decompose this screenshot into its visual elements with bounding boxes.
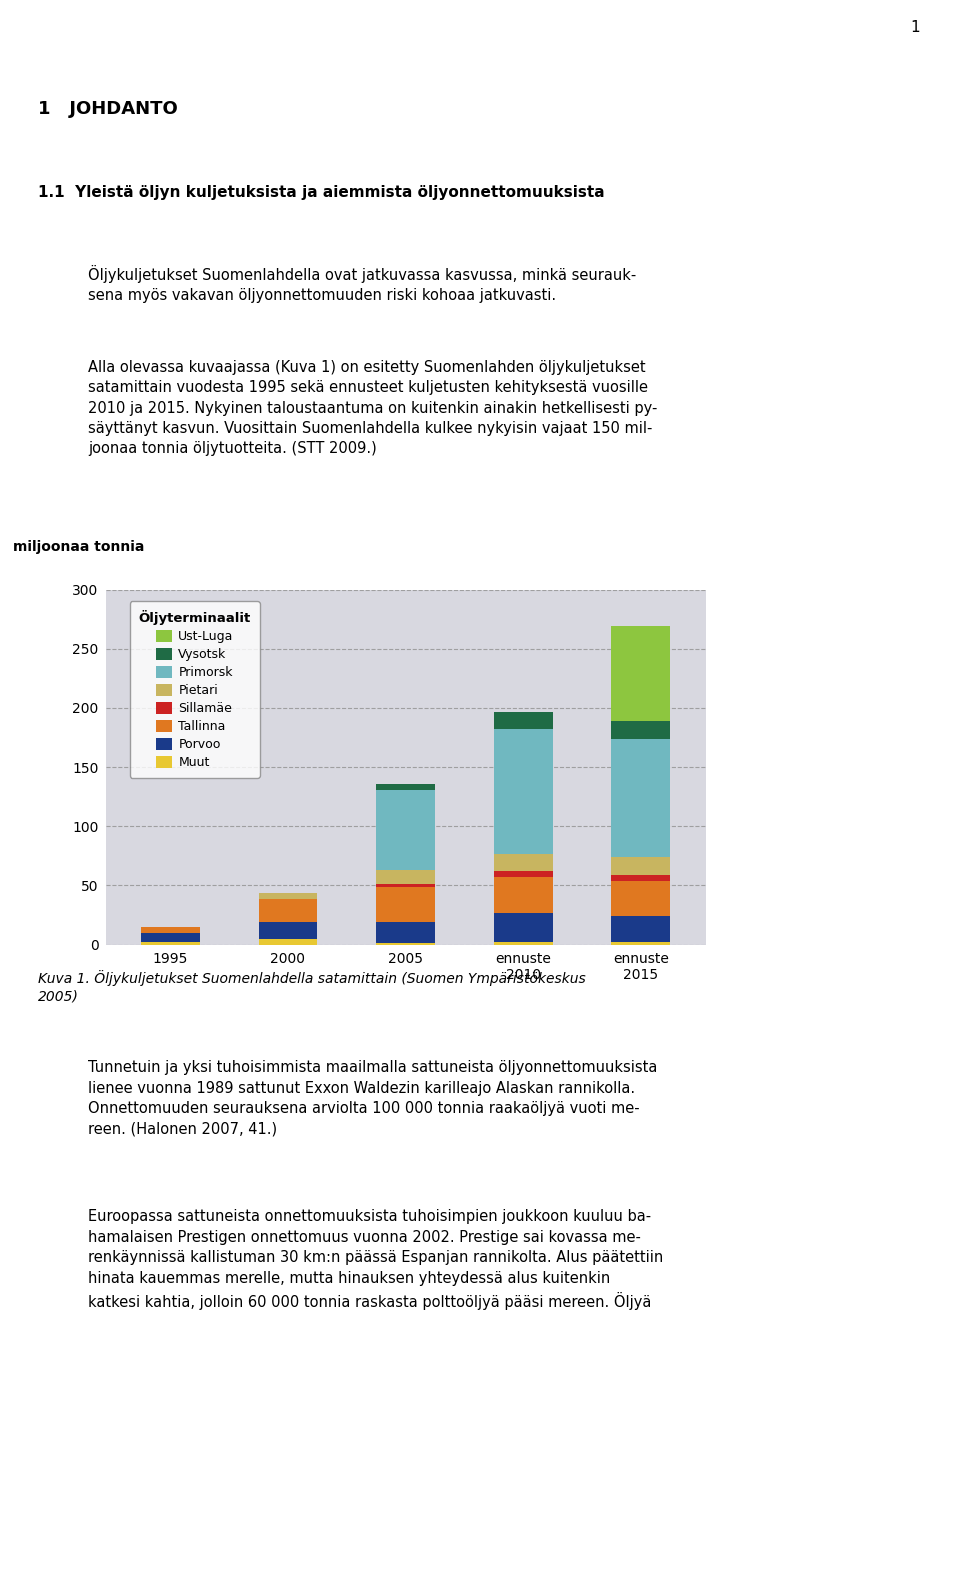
Text: Öljykuljetukset Suomenlahdella ovat jatkuvassa kasvussa, minkä seurauk-
sena myö: Öljykuljetukset Suomenlahdella ovat jatk… bbox=[88, 265, 636, 303]
Legend: Ust-Luga, Vysotsk, Primorsk, Pietari, Sillamäe, Tallinna, Porvoo, Muut: Ust-Luga, Vysotsk, Primorsk, Pietari, Si… bbox=[130, 601, 259, 778]
Bar bbox=[493, 712, 553, 729]
Bar bbox=[493, 729, 553, 854]
Text: 1.1  Yleistä öljyn kuljetuksista ja aiemmista öljyonnettomuuksista: 1.1 Yleistä öljyn kuljetuksista ja aiemm… bbox=[38, 185, 605, 200]
Bar bbox=[376, 922, 435, 943]
Bar bbox=[612, 875, 670, 881]
Bar bbox=[612, 857, 670, 875]
Bar bbox=[258, 899, 318, 922]
Bar bbox=[612, 881, 670, 916]
Text: miljoonaa tonnia: miljoonaa tonnia bbox=[12, 540, 144, 555]
Bar bbox=[612, 721, 670, 739]
Bar bbox=[141, 927, 200, 934]
Bar bbox=[612, 626, 670, 721]
Text: Euroopassa sattuneista onnettomuuksista tuhoisimpien joukkoon kuuluu ba-
hamalai: Euroopassa sattuneista onnettomuuksista … bbox=[88, 1209, 663, 1311]
Text: Kuva 1. Öljykuljetukset Suomenlahdella satamittain (Suomen Ympäristökeskus
2005): Kuva 1. Öljykuljetukset Suomenlahdella s… bbox=[38, 970, 587, 1003]
Bar bbox=[258, 922, 318, 938]
Bar bbox=[493, 854, 553, 872]
Bar bbox=[493, 943, 553, 945]
Bar bbox=[493, 913, 553, 943]
Bar bbox=[612, 943, 670, 945]
Bar bbox=[612, 739, 670, 857]
Bar bbox=[376, 789, 435, 870]
Text: 1   JOHDANTO: 1 JOHDANTO bbox=[38, 100, 179, 117]
Bar bbox=[141, 943, 200, 945]
Bar bbox=[376, 886, 435, 922]
Bar bbox=[493, 877, 553, 913]
Bar bbox=[376, 870, 435, 884]
Bar bbox=[612, 916, 670, 943]
Bar bbox=[376, 783, 435, 789]
Bar bbox=[141, 934, 200, 943]
Text: Alla olevassa kuvaajassa (Kuva 1) on esitetty Suomenlahden öljykuljetukset
satam: Alla olevassa kuvaajassa (Kuva 1) on esi… bbox=[88, 360, 658, 456]
Text: 1: 1 bbox=[910, 19, 920, 35]
Bar bbox=[493, 872, 553, 877]
Bar bbox=[258, 938, 318, 945]
Text: Tunnetuin ja yksi tuhoisimmista maailmalla sattuneista öljyonnettomuuksista
lien: Tunnetuin ja yksi tuhoisimmista maailmal… bbox=[88, 1060, 658, 1136]
Bar bbox=[258, 892, 318, 899]
Bar bbox=[376, 884, 435, 886]
